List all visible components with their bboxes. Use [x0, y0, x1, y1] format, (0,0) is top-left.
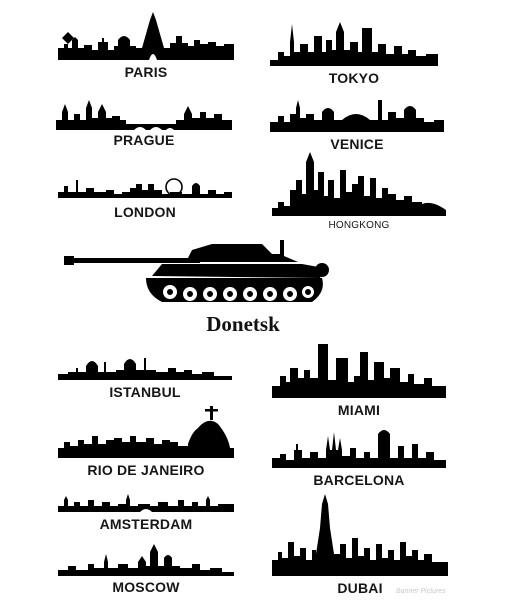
city-prague: PRAGUE: [56, 98, 232, 154]
city-london: LONDON: [58, 174, 232, 220]
city-label-london: LONDON: [114, 204, 176, 220]
city-label-istanbul: ISTANBUL: [109, 384, 181, 400]
venice-skyline-icon: [270, 100, 444, 132]
london-skyline-icon: [58, 178, 232, 198]
city-dubai: DUBAI: [272, 494, 448, 598]
city-tokyo: TOKYO: [270, 16, 438, 90]
city-barcelona: BARCELONA: [272, 424, 446, 492]
paris-skyline-icon: [58, 12, 234, 60]
city-rio: RIO DE JANEIRO: [58, 402, 234, 480]
watermark: Banner Pictures: [396, 588, 446, 595]
rio-skyline-icon: [58, 406, 234, 458]
city-label-hongkong: HONGKONG: [328, 220, 390, 231]
city-label-moscow: MOSCOW: [112, 579, 180, 595]
amsterdam-skyline-icon: [58, 494, 234, 512]
dubai-skyline-icon: [272, 494, 448, 576]
city-moscow: MOSCOW: [58, 542, 234, 598]
hongkong-skyline-icon: [272, 152, 446, 216]
city-label-venice: VENICE: [330, 136, 384, 152]
city-label-miami: MIAMI: [337, 402, 381, 418]
barcelona-skyline-icon: [272, 430, 446, 468]
tank-silhouette-icon: [64, 240, 329, 302]
center-title: Donetsk: [206, 312, 280, 336]
city-miami: MIAMI: [272, 342, 446, 420]
city-venice: VENICE: [270, 94, 444, 156]
city-label-tokyo: TOKYO: [328, 70, 380, 86]
city-amsterdam: AMSTERDAM: [58, 492, 234, 534]
city-label-prague: PRAGUE: [113, 132, 175, 148]
city-paris: PARIS: [58, 10, 234, 84]
istanbul-skyline-icon: [58, 358, 232, 380]
city-hongkong: HONGKONG: [272, 150, 446, 234]
city-istanbul: ISTANBUL: [58, 350, 232, 402]
tokyo-skyline-icon: [270, 22, 438, 66]
city-label-paris: PARIS: [124, 64, 168, 80]
miami-skyline-icon: [272, 344, 446, 398]
moscow-skyline-icon: [58, 544, 234, 576]
city-label-rio: RIO DE JANEIRO: [87, 462, 205, 478]
city-label-amsterdam: AMSTERDAM: [99, 516, 193, 532]
prague-skyline-icon: [56, 100, 232, 130]
city-label-barcelona: BARCELONA: [313, 472, 405, 488]
city-label-dubai: DUBAI: [337, 580, 383, 596]
